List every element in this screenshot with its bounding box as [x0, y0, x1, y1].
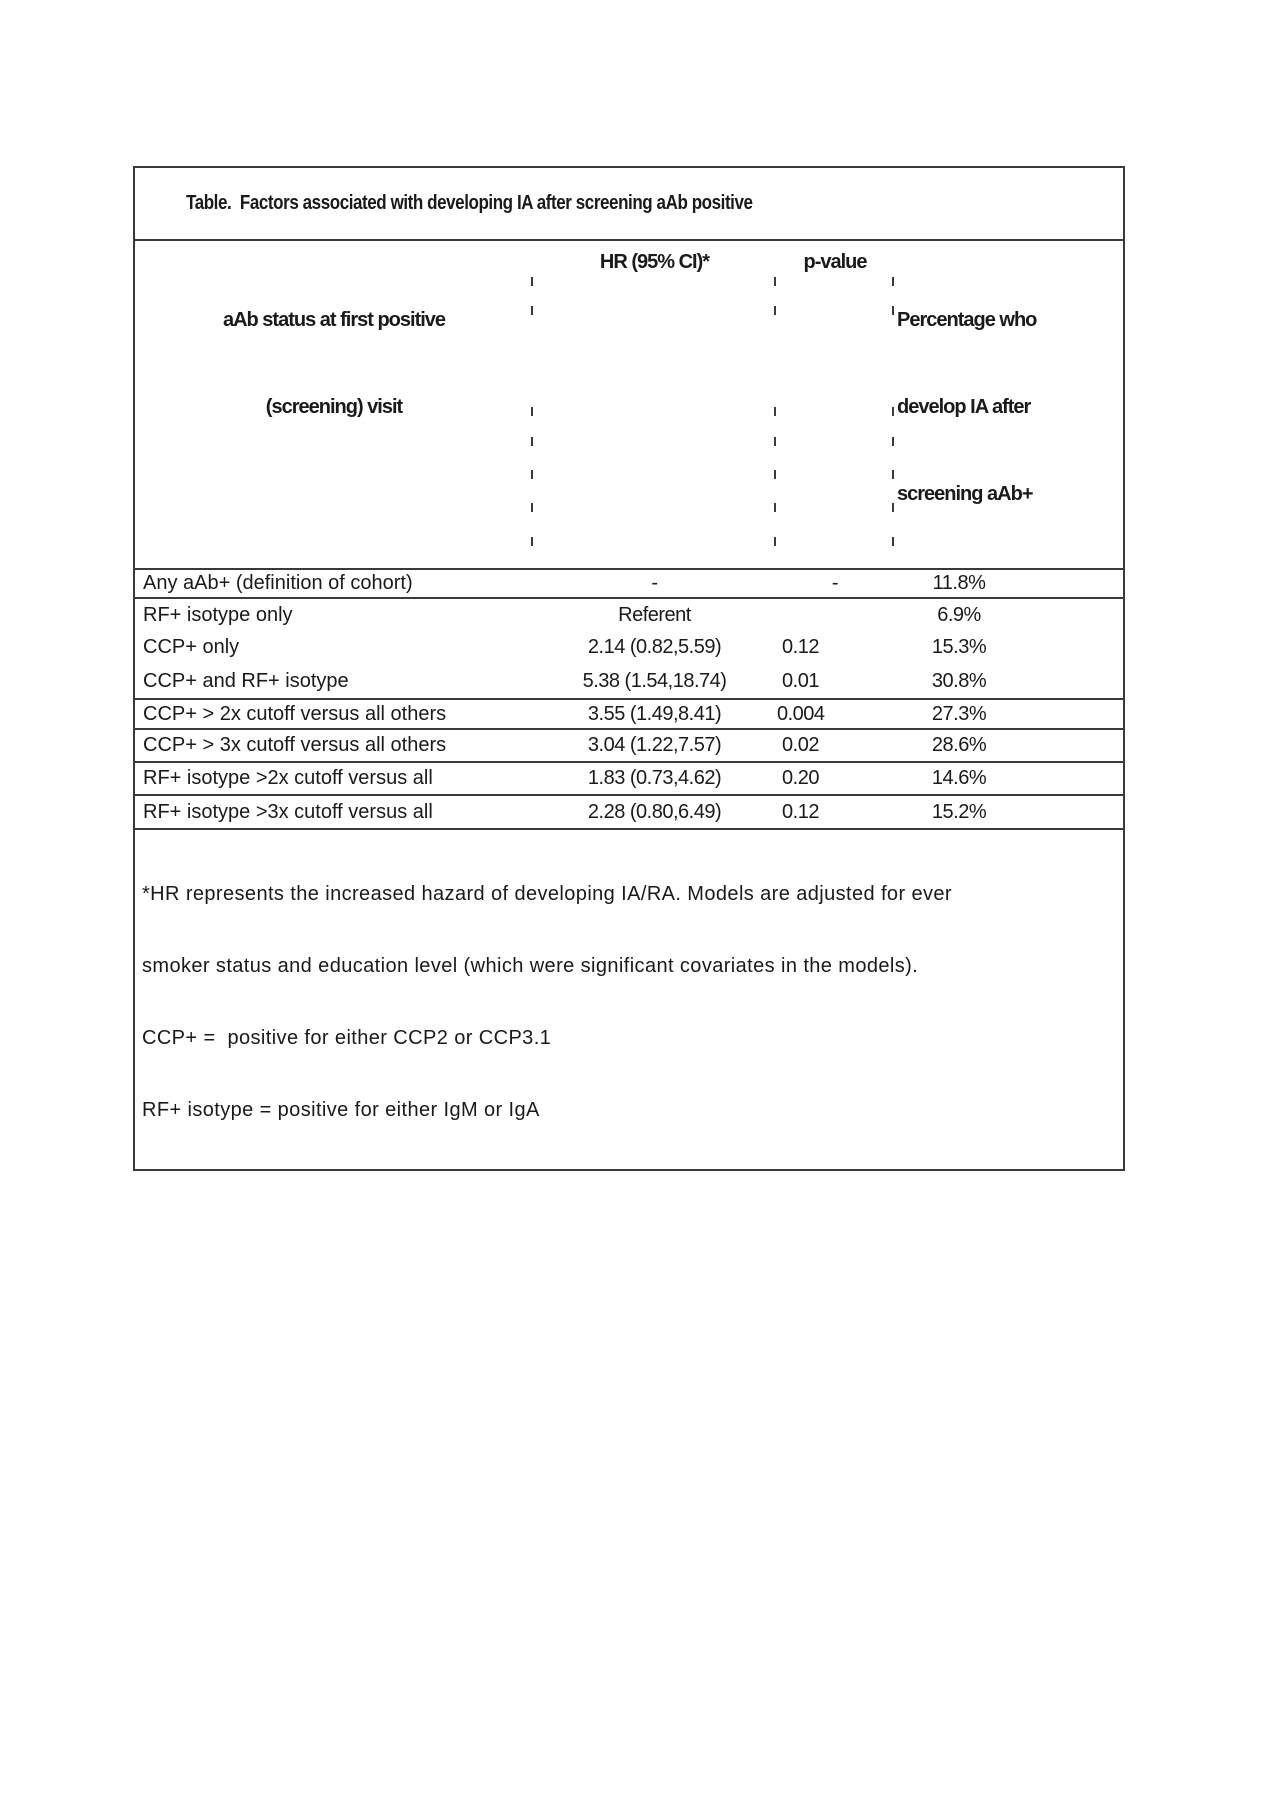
row-percentage: 27.3% [894, 699, 1125, 730]
column-tick [774, 277, 776, 286]
column-tick [774, 306, 776, 315]
column-tick [892, 503, 894, 512]
row-label: Any aAb+ (definition of cohort) [134, 569, 533, 599]
column-tick [774, 407, 776, 416]
header-hr-ci: HR (95% CI)* [533, 240, 776, 570]
row-p-value: 0.20 [776, 762, 894, 796]
row-label: RF+ isotype >2x cutoff versus all [134, 762, 533, 796]
table-title-row: Table. Factors associated with developin… [134, 167, 1125, 241]
row-hr: 1.83 (0.73,4.62) [533, 762, 776, 796]
row-percentage: 15.3% [931, 636, 987, 658]
column-tick [892, 437, 894, 446]
header-aab-status-line1: aAb status at first positive [222, 309, 446, 331]
table-row: RF+ isotype >2x cutoff versus all 1.83 (… [134, 762, 1125, 796]
column-tick [892, 470, 894, 479]
header-percentage-line1: Percentage who [897, 309, 1037, 331]
row-p-value: 0.12 [776, 795, 894, 830]
column-tick [892, 537, 894, 546]
row-label: CCP+ and RF+ isotype [134, 664, 533, 700]
row-p-value: 0.12 [782, 636, 819, 658]
row-p-value: 0.02 [776, 729, 894, 763]
row-hr: - [533, 569, 776, 599]
row-p-value: 0.004 [776, 699, 894, 730]
column-tick [774, 437, 776, 446]
column-tick [892, 277, 894, 286]
row-label: RF+ isotype >3x cutoff versus all [134, 795, 533, 830]
table-row: Any aAb+ (definition of cohort) - - 11.8… [134, 569, 1125, 599]
footnote-line: *HR represents the increased hazard of d… [142, 883, 952, 905]
row-percentage: 28.6% [894, 729, 1125, 763]
row-percentage: 14.6% [894, 762, 1125, 796]
column-tick [531, 306, 533, 315]
row-hr: 3.04 (1.22,7.57) [533, 729, 776, 763]
column-tick [531, 277, 533, 286]
row-p-value [776, 598, 894, 631]
footnote-line: smoker status and education level (which… [142, 955, 919, 977]
table-title: Table. Factors associated with developin… [186, 192, 753, 214]
table-row: CCP+ and RF+ isotype 5.38 (1.54,18.74) 0… [134, 664, 1125, 700]
row-hr: 2.28 (0.80,6.49) [533, 795, 776, 830]
row-label: CCP+ > 2x cutoff versus all others [134, 699, 533, 730]
column-tick [531, 437, 533, 446]
header-percentage-line2: develop IA after [897, 396, 1031, 418]
row-percentage: 11.8% [894, 569, 1125, 599]
table-row: RF+ isotype only Referent 6.9% [134, 598, 1124, 631]
table-row: CCP+ > 2x cutoff versus all others 3.55 … [134, 699, 1125, 730]
column-tick [774, 537, 776, 546]
header-aab-status-line2: (screening) visit [265, 396, 403, 418]
table-row: CCP+ > 3x cutoff versus all others 3.04 … [134, 729, 1125, 763]
table-row: RF+ isotype >3x cutoff versus all 2.28 (… [134, 795, 1125, 830]
factors-table: Table. Factors associated with developin… [133, 166, 1126, 1171]
header-percentage: Percentage who develop IA after screenin… [894, 240, 1125, 570]
column-tick [531, 470, 533, 479]
table-footnote-cell: *HR represents the increased hazard of d… [134, 829, 1124, 1170]
header-p-value: p-value [776, 240, 894, 570]
row-hr: Referent [618, 603, 691, 626]
footnote-line: RF+ isotype = positive for either IgM or… [142, 1099, 540, 1121]
table-header-row: aAb status at first positive (screening)… [134, 240, 1125, 570]
column-tick [531, 407, 533, 416]
row-hr: 2.14 (0.82,5.59) [587, 636, 722, 658]
row-hr: 3.55 (1.49,8.41) [533, 699, 776, 730]
row-percentage: 6.9% [937, 603, 981, 626]
row-hr: 5.38 (1.54,18.74) [533, 664, 776, 700]
row-p-value: - [776, 569, 894, 599]
column-tick [774, 470, 776, 479]
row-label: CCP+ > 3x cutoff versus all others [134, 729, 533, 763]
row-percentage: 15.2% [894, 795, 1125, 830]
row-label: RF+ isotype only [143, 603, 293, 626]
header-percentage-line3: screening aAb+ [897, 483, 1034, 505]
row-percentage: 30.8% [894, 664, 1125, 700]
column-tick [892, 306, 894, 315]
row-label: CCP+ only [143, 636, 240, 658]
table-title-cell: Table. Factors associated with developin… [134, 167, 1125, 241]
footnote-line: CCP+ = positive for either CCP2 or CCP3.… [142, 1027, 552, 1049]
table-row: CCP+ only 2.14 (0.82,5.59) 0.12 15.3% [134, 631, 1124, 664]
column-tick [531, 503, 533, 512]
column-tick [774, 503, 776, 512]
row-p-value: 0.01 [776, 664, 894, 700]
header-aab-status: aAb status at first positive (screening)… [134, 240, 533, 570]
table-footnote-row: *HR represents the increased hazard of d… [134, 829, 1124, 1170]
factors-table-container: Table. Factors associated with developin… [133, 166, 1126, 1171]
column-tick [892, 407, 894, 416]
column-tick [531, 537, 533, 546]
